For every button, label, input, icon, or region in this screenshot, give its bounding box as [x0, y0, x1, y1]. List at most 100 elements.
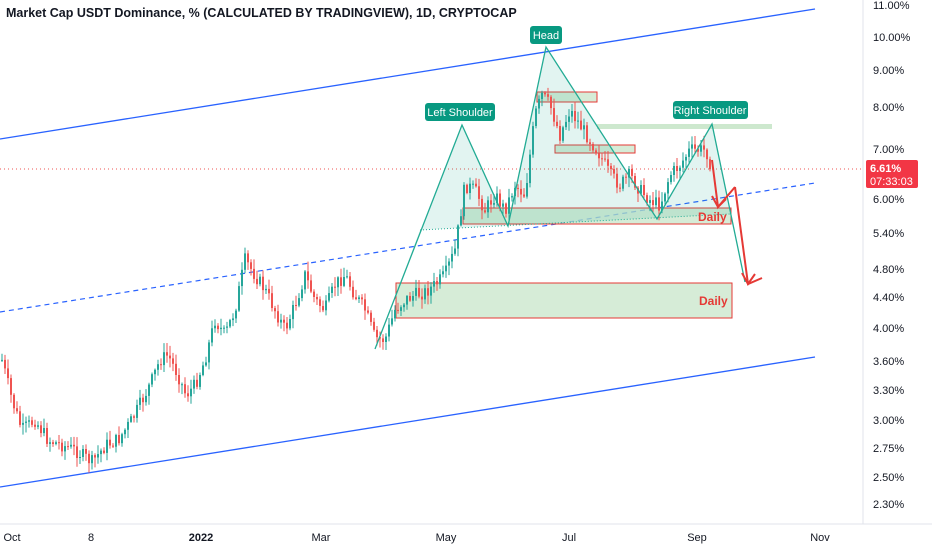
candle-up [400, 307, 402, 311]
candle-up [124, 429, 126, 435]
candle-down [586, 125, 588, 143]
candle-up [154, 369, 156, 375]
candle-down [52, 442, 54, 444]
candle-down [604, 158, 606, 160]
zone-right-shoulder[interactable] [597, 124, 772, 129]
candle-down [73, 444, 75, 447]
candle-down [370, 312, 372, 322]
x-axis[interactable]: Oct 8 2022 Mar May Jul Sep Nov [3, 532, 830, 544]
label-head-text: Head [533, 30, 559, 42]
y-tick-label: 10.00% [873, 32, 911, 44]
candle-up [328, 293, 330, 301]
candle-down [172, 358, 174, 364]
candle-down [217, 325, 219, 330]
candle-up [238, 286, 240, 311]
candle-down [76, 446, 78, 458]
candle-up [496, 193, 498, 204]
label-right-shoulder-text: Right Shoulder [674, 105, 747, 117]
candle-up [568, 116, 570, 122]
candle-down [481, 198, 483, 211]
label-left-shoulder[interactable]: Left Shoulder [425, 103, 495, 121]
candle-down [169, 355, 171, 359]
candle-up [139, 397, 141, 405]
candle-up [391, 318, 393, 325]
current-price-value: 6.61% [870, 163, 901, 175]
current-price-countdown: 07:33:03 [870, 176, 913, 188]
candle-up [529, 154, 531, 184]
y-axis[interactable]: 11.00% 10.00% 9.00% 8.00% 7.00% 6.00% 5.40% 4.8… [873, 0, 911, 511]
neckline[interactable] [419, 213, 731, 231]
candle-up [535, 108, 537, 126]
label-right-shoulder[interactable]: Right Shoulder [673, 101, 748, 119]
candle-up [406, 296, 408, 305]
candle-down [709, 159, 711, 170]
candle-down [10, 378, 12, 395]
candle-down [595, 150, 597, 154]
candle-down [499, 193, 501, 207]
y-tick-label: 3.30% [873, 385, 904, 397]
candle-up [214, 325, 216, 329]
candle-down [7, 368, 9, 379]
candle-down [58, 442, 60, 444]
candle-down [436, 281, 438, 285]
y-tick-label: 3.60% [873, 356, 904, 368]
candle-up [445, 265, 447, 272]
candle-down [175, 363, 177, 375]
candle-down [133, 416, 135, 418]
zone-lower-daily[interactable] [395, 282, 733, 319]
candle-up [439, 274, 441, 285]
candle-up [541, 92, 543, 99]
zone-head-top[interactable] [536, 91, 598, 103]
candle-down [31, 420, 33, 425]
candle-up [343, 277, 345, 286]
candle-up [670, 175, 672, 183]
candle-down [652, 200, 654, 206]
projection-path-lower[interactable] [734, 186, 763, 286]
candle-up [220, 327, 222, 330]
y-tick-label: 9.00% [873, 65, 904, 77]
candle-down [187, 393, 189, 397]
x-tick-label: Mar [312, 532, 331, 544]
candle-down [286, 322, 288, 329]
candle-up [1, 359, 3, 361]
candle-down [334, 286, 336, 288]
x-tick-label: Jul [562, 532, 576, 544]
label-daily-lower: Daily [699, 294, 728, 308]
pattern-outline[interactable] [374, 45, 746, 350]
candle-up [241, 269, 243, 287]
candle-down [283, 319, 285, 323]
candle-down [598, 153, 600, 159]
candle-down [397, 309, 399, 311]
candle-up [208, 342, 210, 363]
candle-down [694, 144, 696, 149]
channel-lower-line[interactable] [0, 356, 816, 488]
candle-up [451, 253, 453, 262]
candle-down [466, 184, 468, 193]
candle-up [487, 200, 489, 213]
candle-up [700, 145, 702, 152]
candle-up [235, 310, 237, 319]
candle-down [142, 397, 144, 403]
candle-up [181, 384, 183, 386]
y-tick-label: 8.00% [873, 102, 904, 114]
candle-down [109, 439, 111, 446]
candle-down [676, 166, 678, 171]
candle-up [289, 319, 291, 329]
candle-up [115, 435, 117, 447]
candle-up [463, 184, 465, 217]
candle-down [367, 310, 369, 313]
candle-down [613, 169, 615, 174]
candle-up [661, 201, 663, 211]
channel-middle-line[interactable] [0, 182, 816, 313]
y-tick-label: 2.50% [873, 472, 904, 484]
label-head[interactable]: Head [530, 26, 562, 44]
y-tick-label: 4.00% [873, 323, 904, 335]
candle-up [148, 384, 150, 396]
channel-upper-line[interactable] [0, 8, 816, 140]
pattern-fill [375, 47, 730, 349]
candle-down [295, 305, 297, 306]
candle-down [250, 262, 252, 269]
candle-down [658, 197, 660, 211]
